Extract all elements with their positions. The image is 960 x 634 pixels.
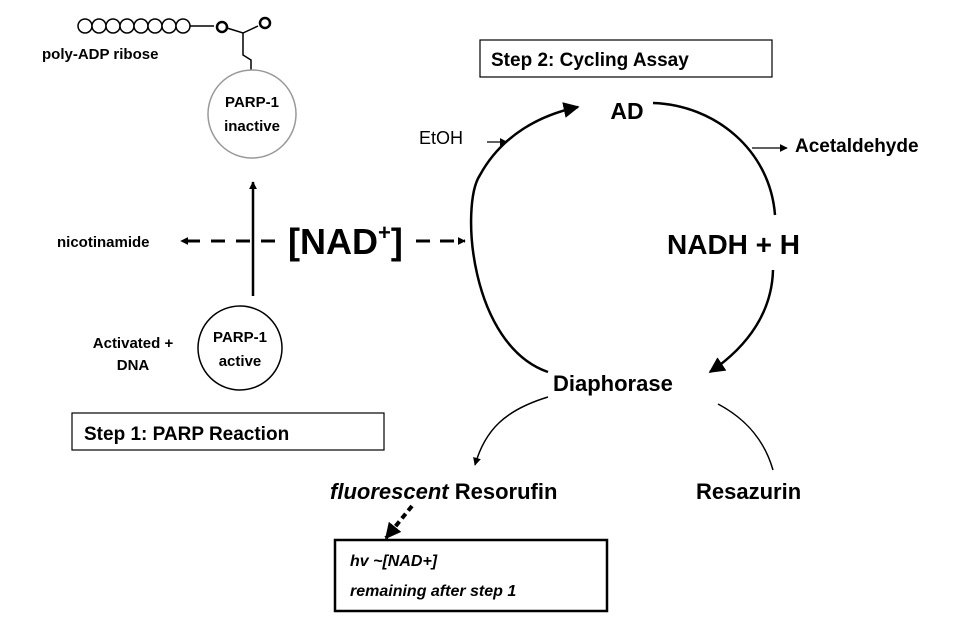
diaphorase-label: Diaphorase — [553, 371, 673, 396]
etoh-label: EtOH — [419, 128, 463, 148]
step1-box — [71, 412, 385, 451]
poly-adp-ribose-chain — [77, 16, 272, 80]
resorufin-to-result-arrow — [384, 504, 414, 540]
arc-from-resazurin — [717, 403, 774, 471]
parp-active-circle — [197, 305, 283, 391]
acetaldehyde-label: Acetaldehyde — [795, 136, 919, 157]
resorufin-label: fluorescent Resorufin — [330, 479, 557, 504]
arc-to-resorufin — [473, 396, 549, 466]
cycle-arc-lower-right — [708, 269, 775, 374]
nad-label: [NAD+] — [288, 220, 403, 262]
ad-label: AD — [610, 98, 643, 124]
activated-dna-line2: DNA — [117, 357, 150, 374]
parp-active-line2: active — [219, 353, 262, 370]
poly-adp-ribose-label: poly-ADP ribose — [42, 46, 158, 63]
resazurin-label: Resazurin — [696, 479, 801, 504]
result-line1: hv ~[NAD+] — [350, 553, 438, 570]
parp-inactive-line1: PARP-1 — [225, 94, 279, 111]
parp-inactive-circle — [207, 69, 297, 159]
nicotinamide-label: nicotinamide — [57, 234, 150, 251]
activated-dna-line1: Activated + — [93, 335, 174, 352]
step2-box — [479, 39, 773, 78]
result-box — [333, 538, 609, 613]
cycle-arc-right — [652, 101, 777, 216]
parp-active-line1: PARP-1 — [213, 329, 267, 346]
parp-inactive-line2: inactive — [224, 118, 280, 135]
step2-label: Step 2: Cycling Assay — [491, 50, 689, 71]
cycle-arc-left — [469, 102, 580, 374]
result-line2: remaining after step 1 — [350, 583, 516, 600]
nadh-label: NADH + H — [667, 229, 800, 260]
step1-label: Step 1: PARP Reaction — [84, 424, 289, 445]
